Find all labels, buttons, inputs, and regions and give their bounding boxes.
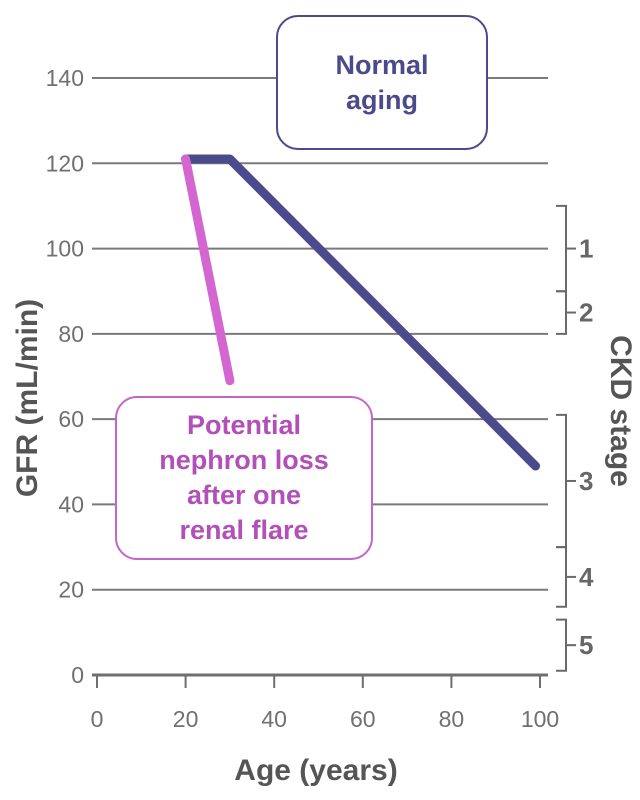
ckd-bracket-4 [556, 546, 567, 608]
y-axis-ticks: 0 20 40 60 80 100 120 140 [46, 65, 84, 688]
ckd-bracket-1 [556, 204, 567, 293]
x-tick-label-40: 40 [261, 706, 287, 732]
y-tick-label-80: 80 [58, 321, 84, 347]
ckd-bracket-5 [556, 618, 567, 672]
y-axis-title: GFR (mL/min) [11, 299, 44, 497]
ckd-bracket-2 [556, 290, 567, 335]
ckd-stage-axis: 1 2 3 4 5 [556, 204, 594, 672]
normal-aging-label: Normal aging [335, 49, 429, 115]
ckd-axis-title: CKD stage [604, 335, 637, 487]
normal-aging-line [181, 154, 541, 471]
x-axis: 0 20 40 60 80 100 [91, 673, 559, 732]
y-tick-label-100: 100 [46, 236, 84, 262]
y-tick-label-140: 140 [46, 65, 84, 91]
renal-flare-callout: Potential nephron loss after one renal f… [115, 396, 373, 560]
x-tick-label-80: 80 [439, 706, 465, 732]
ckd-stage-label-2: 2 [579, 298, 593, 328]
ckd-bracket-3 [556, 413, 567, 549]
y-tick-label-40: 40 [58, 491, 84, 517]
ckd-stage-label-1: 1 [579, 234, 593, 264]
ckd-stage-label-5: 5 [579, 630, 593, 660]
series-lines [181, 154, 541, 471]
y-tick-label-120: 120 [46, 150, 84, 176]
y-tick-label-20: 20 [58, 577, 84, 603]
ckd-stage-label-4: 4 [579, 562, 594, 592]
normal-aging-callout: Normal aging [276, 15, 488, 150]
x-tick-label-60: 60 [350, 706, 376, 732]
ckd-stage-label-3: 3 [579, 466, 593, 496]
x-axis-title: Age (years) [234, 754, 397, 787]
renal-flare-label: Potential nephron loss after one renal f… [159, 410, 329, 545]
x-tick-label-0: 0 [91, 706, 104, 732]
renal-flare-line [181, 154, 235, 386]
y-tick-label-0: 0 [71, 662, 84, 688]
x-tick-label-100: 100 [521, 706, 559, 732]
x-tick-label-20: 20 [173, 706, 199, 732]
y-tick-label-60: 60 [58, 406, 84, 432]
